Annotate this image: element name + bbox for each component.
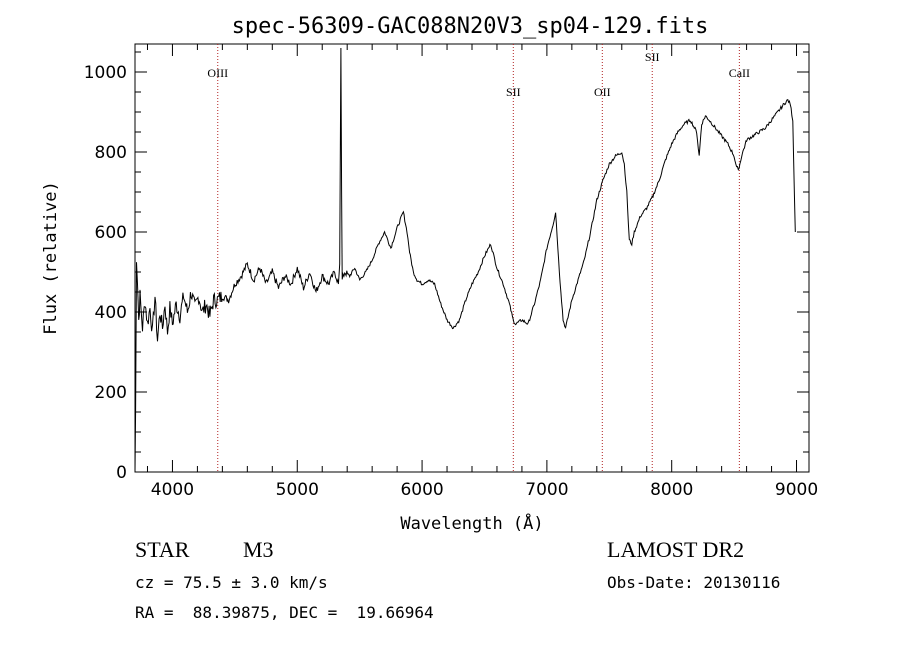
marker-label: OIII bbox=[207, 66, 228, 80]
x-tick-label: 9000 bbox=[775, 480, 818, 500]
x-tick-label: 7000 bbox=[525, 480, 568, 500]
star-type-label: STAR bbox=[135, 537, 190, 562]
marker-label: SII bbox=[506, 85, 521, 99]
marker-label: SII bbox=[645, 50, 660, 64]
y-tick-label: 600 bbox=[95, 223, 127, 243]
plot-frame bbox=[134, 43, 810, 473]
observation-date: Obs-Date: 20130116 bbox=[607, 573, 781, 592]
y-tick-label: 800 bbox=[95, 143, 127, 163]
x-axis-label: Wavelength (Å) bbox=[400, 512, 543, 534]
marker-label: OII bbox=[594, 85, 611, 99]
y-tick-label: 0 bbox=[116, 463, 127, 483]
x-tick-label: 5000 bbox=[276, 480, 319, 500]
survey-name: LAMOST DR2 bbox=[607, 537, 745, 562]
y-tick-label: 1000 bbox=[84, 63, 127, 83]
marker-label: CaII bbox=[729, 66, 750, 80]
x-tick-label: 6000 bbox=[400, 480, 443, 500]
y-tick-label: 400 bbox=[95, 303, 127, 323]
chart-title: spec-56309-GAC088N20V3_sp04-129.fits bbox=[232, 14, 709, 39]
cz-value: cz = 75.5 ± 3.0 km/s bbox=[135, 573, 328, 592]
x-tick-label: 4000 bbox=[151, 480, 194, 500]
y-tick-label: 200 bbox=[95, 383, 127, 403]
ra-dec-coordinates: RA = 88.39875, DEC = 19.66964 bbox=[135, 603, 434, 622]
axis-ticks: 4000 5000 6000 7000 8000 9000 0 200 400 600 800 100… bbox=[84, 44, 818, 500]
emission-line-markers: OIII SII OII SII CaII bbox=[207, 44, 750, 472]
spectrum-series-line bbox=[134, 47, 796, 473]
y-axis-label: Flux (relative) bbox=[41, 181, 61, 335]
x-tick-label: 8000 bbox=[650, 480, 693, 500]
star-class: M3 bbox=[243, 537, 274, 562]
